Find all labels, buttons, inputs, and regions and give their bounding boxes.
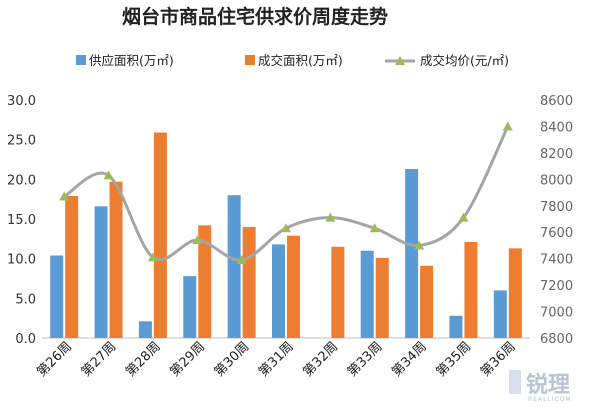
price-marker xyxy=(502,121,513,131)
supply-bar xyxy=(449,315,463,338)
x-tick-label: 第27周 xyxy=(79,339,120,380)
transaction-bar xyxy=(420,265,434,338)
right-tick-label: 6800 xyxy=(540,332,573,347)
price-marker xyxy=(325,212,336,222)
supply-bar xyxy=(227,195,241,338)
x-tick-label: 第30周 xyxy=(212,339,253,380)
left-tick-label: 15.0 xyxy=(7,213,36,228)
legend: 供应面积(万㎡) 成交面积(万㎡) 成交均价(元/㎡) xyxy=(76,53,509,68)
transaction-bar xyxy=(109,181,123,338)
transaction-bar xyxy=(331,246,345,338)
x-tick-label: 第31周 xyxy=(256,339,297,380)
transaction-bar xyxy=(153,132,167,338)
left-tick-label: 5.0 xyxy=(15,292,36,307)
x-axis-labels: 第26周 第27周 第28周 第29周 第30周 第31周 第32周 第33周 第34周 第35周… xyxy=(34,339,518,380)
right-tick-label: 8600 xyxy=(540,94,573,109)
legend-label: 成交面积(万㎡) xyxy=(258,53,343,68)
left-tick-label: 30.0 xyxy=(7,94,36,109)
supply-bar xyxy=(138,321,152,338)
legend-marker xyxy=(395,56,405,65)
right-tick-label: 8200 xyxy=(540,147,573,162)
supply-bar xyxy=(493,290,507,338)
left-tick-label: 20.0 xyxy=(7,173,36,188)
price-marker xyxy=(147,252,158,262)
transaction-bar xyxy=(287,235,300,338)
transaction-bar xyxy=(65,195,79,338)
supply-bar xyxy=(405,169,419,338)
legend-swatch xyxy=(76,55,86,65)
x-tick-label: 第32周 xyxy=(301,339,342,380)
price-marker xyxy=(458,212,469,222)
transaction-bar xyxy=(242,226,256,338)
right-tick-label: 7800 xyxy=(540,200,573,215)
x-tick-label: 第33周 xyxy=(345,339,386,380)
left-tick-label: 0.0 xyxy=(15,332,36,347)
right-tick-label: 7400 xyxy=(540,253,573,268)
transaction-bar xyxy=(375,257,389,338)
price-line-path xyxy=(63,125,510,262)
price-marker xyxy=(103,170,114,180)
supply-bar xyxy=(50,255,64,338)
legend-label: 供应面积(万㎡) xyxy=(89,53,174,68)
supply-bar xyxy=(94,206,108,338)
price-line xyxy=(59,121,513,264)
right-axis: 6800 7000 7200 7400 7600 7800 8000 8200 8400 8600 xyxy=(540,94,573,347)
price-marker xyxy=(414,240,425,250)
price-marker xyxy=(192,235,203,245)
right-tick-label: 8000 xyxy=(540,173,573,188)
price-marker xyxy=(59,191,70,201)
watermark-text: 锐理 xyxy=(526,372,570,398)
price-marker xyxy=(236,254,247,264)
x-tick-label: 第28周 xyxy=(123,339,164,380)
right-tick-label: 7200 xyxy=(540,279,573,294)
left-tick-label: 10.0 xyxy=(7,253,36,268)
x-tick-label: 第34周 xyxy=(389,339,430,380)
price-marker xyxy=(281,223,291,233)
supply-bar xyxy=(183,276,197,338)
x-tick-label: 第26周 xyxy=(34,339,75,380)
right-tick-label: 8400 xyxy=(540,120,573,135)
chart-title: 烟台市商品住宅供求价周度走势 xyxy=(122,5,388,28)
price-marker xyxy=(369,223,380,233)
legend-swatch xyxy=(245,55,255,65)
bars xyxy=(50,132,522,338)
watermark-subtext: REALLICOM xyxy=(528,396,572,403)
supply-bar xyxy=(360,250,374,338)
transaction-bar xyxy=(198,225,212,338)
left-tick-label: 25.0 xyxy=(7,134,36,149)
right-tick-label: 7600 xyxy=(540,226,573,241)
left-axis: 0.0 5.0 10.0 15.0 20.0 25.0 30.0 xyxy=(7,94,36,347)
transaction-bar xyxy=(464,242,478,338)
x-tick-label: 第35周 xyxy=(434,339,475,380)
legend-label: 成交均价(元/㎡) xyxy=(420,53,509,68)
watermark-icon xyxy=(509,370,521,394)
supply-bar xyxy=(272,244,285,338)
right-tick-label: 7000 xyxy=(540,306,573,321)
watermark-logo: 锐理 REALLICOM xyxy=(509,370,572,403)
x-tick-label: 第29周 xyxy=(167,339,208,380)
transaction-bar xyxy=(508,248,522,338)
